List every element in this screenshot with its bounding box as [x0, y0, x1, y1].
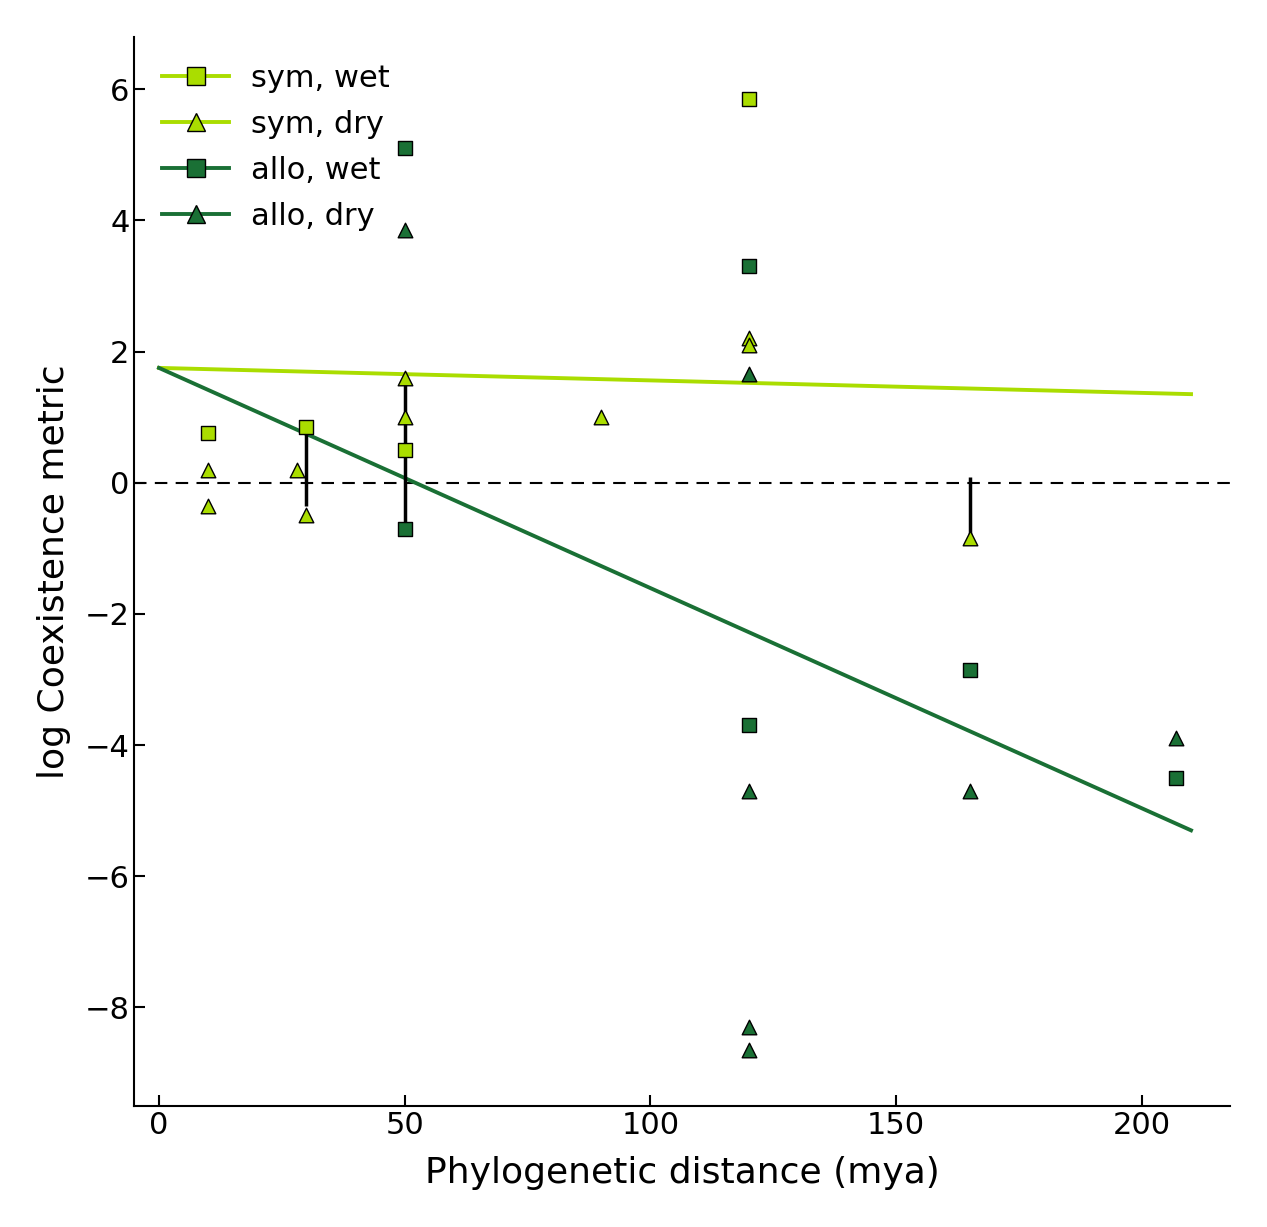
X-axis label: Phylogenetic distance (mya): Phylogenetic distance (mya) [424, 1156, 940, 1190]
Point [1166, 768, 1186, 788]
Point [739, 1040, 759, 1060]
Point [739, 782, 759, 801]
Point [959, 529, 979, 548]
Point [394, 407, 414, 427]
Point [1166, 729, 1186, 748]
Point [296, 506, 317, 525]
Point [394, 440, 414, 460]
Point [959, 782, 979, 801]
Point [739, 715, 759, 735]
Point [286, 460, 307, 480]
Point [739, 329, 759, 348]
Point [198, 496, 218, 515]
Point [394, 139, 414, 158]
Point [739, 1017, 759, 1037]
Point [959, 660, 979, 680]
Point [739, 90, 759, 109]
Y-axis label: log Coexistence metric: log Coexistence metric [37, 364, 71, 779]
Point [739, 364, 759, 384]
Point [394, 221, 414, 240]
Point [296, 417, 317, 437]
Point [198, 423, 218, 443]
Legend: sym, wet, sym, dry, allo, wet, allo, dry: sym, wet, sym, dry, allo, wet, allo, dry [150, 52, 402, 243]
Point [739, 335, 759, 355]
Point [394, 519, 414, 539]
Point [592, 407, 612, 427]
Point [739, 256, 759, 276]
Point [198, 460, 218, 480]
Point [394, 368, 414, 388]
